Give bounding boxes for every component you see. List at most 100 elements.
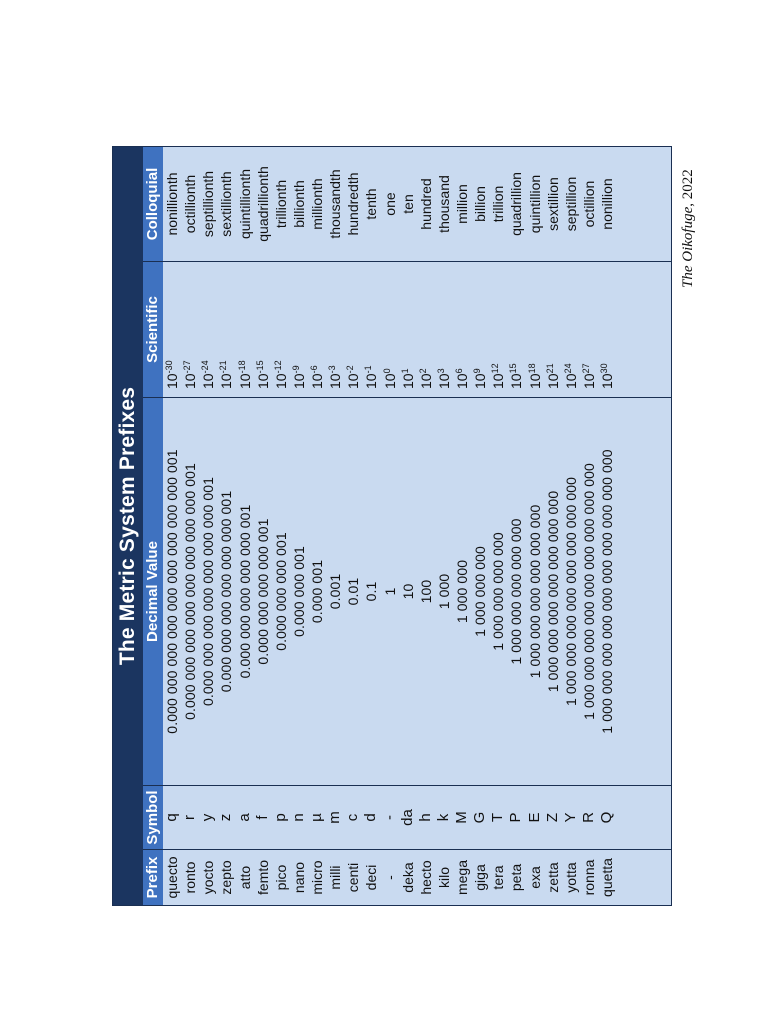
prefix-cell: ronna xyxy=(580,859,597,896)
decimal-value-cell: 1 000 000 000 000 000 000 xyxy=(526,504,543,679)
decimal-value-cell: 0.000 001 xyxy=(309,559,325,624)
colloquial-cell: quadrillion xyxy=(508,172,525,236)
decimal-value-cell: 0.001 xyxy=(327,573,344,610)
scientific-exponent: 12 xyxy=(490,363,501,374)
prefix-cell: nano xyxy=(290,861,307,894)
prefix-cell: hecto xyxy=(417,860,434,895)
colloquial-cell: quadrillionth xyxy=(254,166,271,242)
scientific-base: 10 xyxy=(508,373,525,389)
symbol-column: q r y z a f p n µ m c d - da h k M G T P E Z Y R Q xyxy=(163,785,671,849)
scientific-base: 10 xyxy=(435,373,452,389)
symbol-cell: E xyxy=(525,812,543,823)
prefix-cell: deci xyxy=(363,864,380,891)
decimal-value-cell: 0.000 000 000 000 000 000 000 000 000 00… xyxy=(164,449,180,734)
scientific-exponent: -1 xyxy=(363,365,374,374)
scientific-base: 10 xyxy=(236,373,253,389)
prefix-cell: zetta xyxy=(544,862,561,893)
colloquial-cell: thousandth xyxy=(327,169,344,239)
header-decimal-value: Decimal Value xyxy=(143,397,163,785)
scientific-base: 10 xyxy=(454,373,470,389)
scientific-cell: 109 xyxy=(471,262,489,397)
colloquial-cell: quintillionth xyxy=(236,168,253,240)
symbol-cell: n xyxy=(289,813,307,822)
scientific-base: 10 xyxy=(544,373,561,389)
decimal-value-cell: 0.01 xyxy=(345,577,362,606)
scientific-base: 10 xyxy=(290,373,307,389)
scientific-exponent: 9 xyxy=(472,368,483,374)
symbol-cell: m xyxy=(326,811,344,824)
decimal-value-cell: 10 xyxy=(399,583,416,600)
colloquial-cell: sextillionth xyxy=(218,171,235,237)
prefix-cell: femto xyxy=(254,860,271,896)
scientific-base: 10 xyxy=(526,373,543,389)
scientific-cell: 1030 xyxy=(598,262,616,397)
symbol-cell: f xyxy=(253,815,271,820)
header-symbol: Symbol xyxy=(143,785,163,849)
scientific-cell: 100 xyxy=(381,262,399,397)
decimal-value-cell: 1 000 000 000 xyxy=(472,546,489,637)
prefix-cell: micro xyxy=(309,860,325,895)
prefix-cell: - xyxy=(381,875,398,880)
scientific-exponent: 3 xyxy=(435,368,446,374)
prefix-cell: peta xyxy=(508,863,525,892)
scientific-exponent: -24 xyxy=(200,360,211,374)
scientific-cell: 106 xyxy=(453,262,471,397)
scientific-cell: 102 xyxy=(417,262,435,397)
decimal-value-cell: 1 000 000 000 000 000 000 000 xyxy=(544,490,561,693)
colloquial-cell: sextillion xyxy=(544,177,561,231)
decimal-value-cell: 1 000 000 xyxy=(454,559,470,624)
colloquial-cell: nonillion xyxy=(599,178,615,230)
scientific-exponent: 30 xyxy=(599,363,609,374)
colloquial-cell: million xyxy=(454,184,470,224)
prefix-cell: tera xyxy=(490,865,507,890)
colloquial-cell: octillion xyxy=(580,180,597,228)
symbol-cell: M xyxy=(453,811,470,824)
colloquial-cell: septillion xyxy=(562,176,579,232)
scientific-column: 10-30 10-27 10-24 10-21 10-18 10-15 10-12 10-9 1… xyxy=(163,261,671,397)
symbol-cell: r xyxy=(181,815,199,820)
colloquial-cell: trillion xyxy=(490,185,507,223)
scientific-base: 10 xyxy=(363,373,380,389)
scientific-exponent: 18 xyxy=(526,363,537,374)
scientific-cell: 10-1 xyxy=(362,262,380,397)
scientific-base: 10 xyxy=(309,373,325,389)
symbol-cell: h xyxy=(416,813,434,822)
decimal-value-cell: 0.000 000 000 000 000 000 001 xyxy=(218,490,235,693)
prefix-cell: yotta xyxy=(562,862,579,893)
decimal-value-cell: 1 000 000 000 000 000 xyxy=(508,518,525,665)
prefix-cell: quecto xyxy=(164,856,180,899)
scientific-cell: 10-12 xyxy=(272,262,290,397)
symbol-cell: P xyxy=(507,812,525,823)
decimal-value-cell: 0.1 xyxy=(363,581,380,602)
scientific-cell: 103 xyxy=(435,262,453,397)
scientific-cell: 10-27 xyxy=(181,262,199,397)
decimal-value-cell: 0.000 000 000 000 000 000 000 001 xyxy=(200,476,217,707)
credit-line: The Oikofuge, 2022 xyxy=(676,48,700,288)
scientific-cell: 1021 xyxy=(544,262,562,397)
scientific-cell: 1018 xyxy=(526,262,544,397)
scientific-exponent: 24 xyxy=(562,363,573,374)
prefix-cell: quetta xyxy=(599,858,615,897)
scientific-base: 10 xyxy=(472,373,489,389)
scientific-cell: 10-30 xyxy=(163,262,181,397)
scientific-exponent: 1 xyxy=(399,368,410,374)
scientific-base: 10 xyxy=(580,373,597,389)
symbol-cell: - xyxy=(380,815,398,820)
scientific-exponent: -6 xyxy=(309,365,319,374)
scientific-cell: 10-15 xyxy=(254,262,272,397)
header-prefix: Prefix xyxy=(143,849,163,905)
colloquial-cell: septillionth xyxy=(200,170,217,238)
prefix-table: The Metric System Prefixes Prefix Symbol… xyxy=(112,146,672,906)
scientific-exponent: -3 xyxy=(327,365,338,374)
decimal-value-cell: 0.000 000 000 000 000 001 xyxy=(236,504,253,679)
scientific-exponent: -21 xyxy=(218,360,229,374)
scientific-cell: 10-9 xyxy=(290,262,308,397)
symbol-cell: Y xyxy=(561,812,579,823)
scientific-exponent: -30 xyxy=(164,360,174,374)
scientific-base: 10 xyxy=(327,373,344,389)
decimal-value-cell: 1 000 000 000 000 000 000 000 000 xyxy=(562,476,579,707)
scientific-exponent: -27 xyxy=(182,360,193,374)
table-body: quecto ronto yocto zepto atto femto pico nano mi… xyxy=(163,147,671,905)
decimal-value-cell: 1 000 000 000 000 xyxy=(490,532,507,651)
colloquial-cell: quintillion xyxy=(526,174,543,234)
